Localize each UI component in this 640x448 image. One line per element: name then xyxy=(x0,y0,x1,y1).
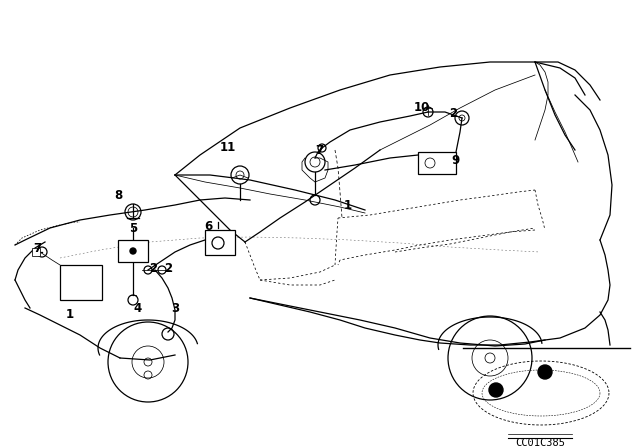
Text: 5: 5 xyxy=(129,221,137,234)
Bar xyxy=(418,152,456,174)
Text: 7: 7 xyxy=(315,143,323,156)
Bar xyxy=(205,230,235,255)
Text: 9: 9 xyxy=(451,154,459,167)
Text: 7: 7 xyxy=(33,241,41,254)
Text: 11: 11 xyxy=(220,141,236,154)
Circle shape xyxy=(489,383,503,397)
Text: 2: 2 xyxy=(164,262,172,275)
Text: 2: 2 xyxy=(149,262,157,275)
Text: 3: 3 xyxy=(171,302,179,314)
Text: 1: 1 xyxy=(344,198,352,211)
Text: 4: 4 xyxy=(134,302,142,314)
Circle shape xyxy=(130,248,136,254)
Text: CC01C385: CC01C385 xyxy=(515,438,565,448)
Text: 6: 6 xyxy=(204,220,212,233)
Text: 2: 2 xyxy=(449,107,457,120)
Text: 10: 10 xyxy=(414,100,430,113)
Text: 1: 1 xyxy=(66,309,74,322)
Bar xyxy=(60,265,102,300)
Bar xyxy=(118,240,148,262)
Text: 8: 8 xyxy=(114,189,122,202)
Bar xyxy=(32,248,40,256)
Circle shape xyxy=(538,365,552,379)
